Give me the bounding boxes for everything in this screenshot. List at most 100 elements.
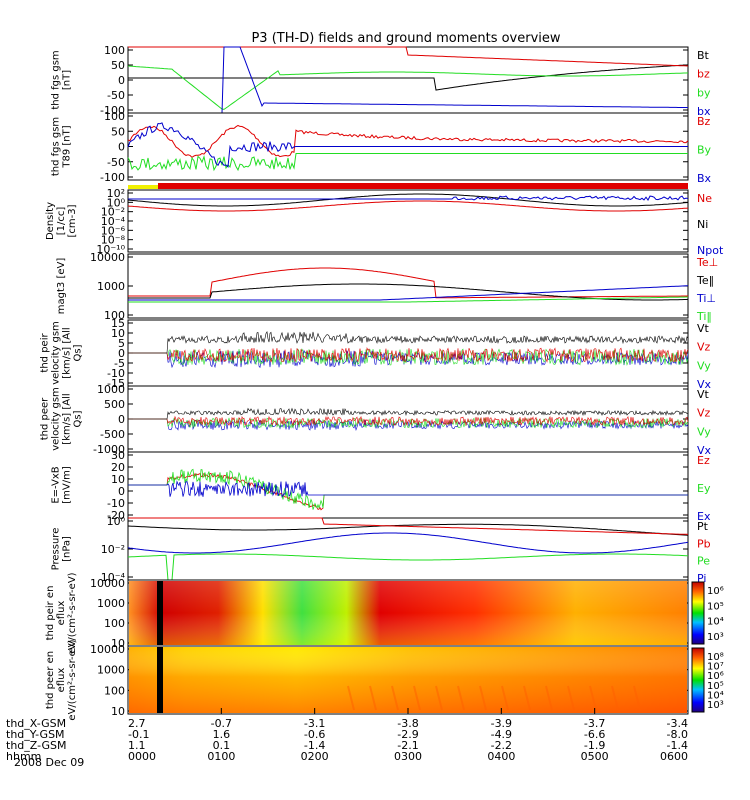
spectrogram-streak bbox=[457, 685, 465, 711]
spectrogram-streak bbox=[413, 685, 421, 711]
data-gap bbox=[157, 581, 163, 645]
y-axis-label: thd fgs gsmT89 [nT] bbox=[51, 117, 73, 176]
series-bx bbox=[128, 46, 689, 114]
series-vt bbox=[128, 331, 689, 354]
series-pt bbox=[127, 523, 689, 536]
series-vy bbox=[128, 348, 689, 366]
legend-Te⊥: Te⊥ bbox=[696, 256, 718, 269]
y-tick-label: -1000 bbox=[93, 443, 125, 456]
ephem-value: -1.9 bbox=[584, 739, 605, 752]
series-bz bbox=[127, 124, 689, 159]
colorbar-label: 10⁴ bbox=[707, 690, 724, 701]
ephem-row-label: thd_Z-GSM bbox=[6, 739, 66, 752]
series-vt bbox=[128, 407, 689, 420]
legend-Vz: Vz bbox=[697, 341, 711, 354]
ephem-value: -0.1 bbox=[128, 728, 149, 741]
y-tick-label: 10⁻⁶ bbox=[101, 224, 126, 237]
colorbar-label: 10⁵ bbox=[707, 681, 724, 692]
colorbar bbox=[691, 647, 705, 713]
y-tick-label: 1000 bbox=[97, 664, 125, 677]
panel-1: 100 50 0 -50 -100 thd fgs gsm[nT] Bt bz by bx bbox=[51, 44, 711, 118]
spectrogram-streak bbox=[501, 685, 509, 711]
status-bar-yellow bbox=[128, 185, 158, 189]
y-tick-label: 10000 bbox=[90, 643, 125, 656]
colorbar-label: 10⁴ bbox=[707, 617, 724, 628]
ephem-value: -3.9 bbox=[491, 717, 512, 730]
ephem-value: -2.1 bbox=[397, 739, 418, 752]
series-ti-par bbox=[128, 296, 688, 303]
legend-Vz: Vz bbox=[697, 407, 711, 420]
ephem-value: -8.0 bbox=[667, 728, 688, 741]
y-tick-label: 100 bbox=[104, 309, 125, 322]
ephem-value: -1.4 bbox=[304, 739, 325, 752]
ephem-value: 0600 bbox=[660, 750, 688, 763]
panel-frame bbox=[127, 253, 689, 319]
y-tick-label: 1000 bbox=[97, 280, 125, 293]
legend-Vx: Vx bbox=[697, 444, 712, 457]
ephem-value: 1.1 bbox=[128, 739, 146, 752]
spectrogram-streak bbox=[611, 685, 619, 711]
y-tick-label: 5 bbox=[118, 337, 125, 350]
ephem-value: -3.1 bbox=[304, 717, 325, 730]
series-bz bbox=[128, 46, 689, 67]
ephem-value: -1.4 bbox=[667, 739, 688, 752]
legend-Ti⊥: Ti⊥ bbox=[696, 292, 716, 305]
y-tick-label: -20 bbox=[107, 509, 125, 522]
y-tick-label: -50 bbox=[107, 89, 125, 102]
ephem-value: -4.9 bbox=[491, 728, 512, 741]
y-tick-label: -5 bbox=[114, 357, 125, 370]
legend-Ex: Ex bbox=[697, 510, 711, 523]
colorbar-label: 10³ bbox=[707, 632, 724, 643]
spectrogram-shade bbox=[129, 647, 687, 713]
y-tick-label: 30 bbox=[111, 449, 125, 462]
legend-bz: bz bbox=[697, 68, 710, 81]
ephem-value: 0300 bbox=[394, 750, 422, 763]
ephem-value: 2.7 bbox=[128, 717, 146, 730]
legend-Bt: Bt bbox=[697, 49, 710, 62]
y-axis-label: Pressure[nPa] bbox=[51, 528, 73, 571]
panel-2: 100 50 0 -50 -100 thd fgs gsmT89 [nT] Bz By Bx bbox=[51, 110, 712, 185]
panel-frame bbox=[127, 319, 689, 387]
ephem-value: -0.6 bbox=[304, 728, 325, 741]
date-label: 2008 Dec 09 bbox=[14, 756, 84, 769]
y-tick-label: 10 bbox=[111, 473, 125, 486]
ephem-value: -3.7 bbox=[584, 717, 605, 730]
y-tick-label: 10⁰ bbox=[107, 196, 126, 209]
ephem-value: -3.4 bbox=[667, 717, 688, 730]
spectrogram bbox=[129, 647, 687, 713]
ephem-value: -2.9 bbox=[397, 728, 418, 741]
y-tick-label: 10 bbox=[111, 637, 125, 650]
series-bt bbox=[128, 64, 689, 91]
ephem-value: -3.8 bbox=[397, 717, 418, 730]
y-tick-label: 100 bbox=[104, 684, 125, 697]
y-tick-label: 0 bbox=[118, 74, 125, 87]
legend-Ni: Ni bbox=[697, 218, 708, 231]
y-tick-label: 10⁻⁸ bbox=[101, 234, 126, 247]
ephem-value: -6.6 bbox=[584, 728, 605, 741]
y-tick-label: 1000 bbox=[97, 597, 125, 610]
panel-9: 10000 1000 100 10 thd peir enefluxeV/(cm²-s-… bbox=[45, 572, 724, 653]
y-tick-label: -15 bbox=[107, 377, 125, 390]
colorbar-label: 10⁵ bbox=[707, 601, 724, 612]
panel-8: 10⁰ 10⁻² 10⁻⁴ Pressure[nPa] Pt Pb Pe Pi bbox=[51, 515, 711, 585]
y-axis-label: E=-VxB[mV/m] bbox=[51, 466, 73, 504]
y-tick-label: 10 bbox=[111, 705, 125, 718]
spectrogram-streak bbox=[391, 685, 399, 711]
y-tick-label: 500 bbox=[104, 398, 125, 411]
legend-Vt: Vt bbox=[697, 322, 710, 335]
spectrogram-streak bbox=[523, 685, 531, 711]
panel-frame bbox=[127, 451, 689, 519]
panel-frame bbox=[127, 46, 689, 114]
y-tick-label: 100 bbox=[104, 110, 125, 123]
series-pe bbox=[127, 553, 689, 581]
legend-Bx: Bx bbox=[697, 172, 712, 185]
legend-Pi: Pi bbox=[697, 572, 706, 585]
y-tick-label: 100 bbox=[104, 617, 125, 630]
y-tick-label: 10⁰ bbox=[107, 515, 126, 528]
spectrogram-streak bbox=[435, 685, 443, 711]
y-tick-label: -10 bbox=[107, 367, 125, 380]
legend-Te‖: Te‖ bbox=[696, 274, 714, 287]
panel-10: 10000 1000 100 10 thd peer enefluxeV/(cm²-s-… bbox=[45, 639, 724, 720]
legend-Vy: Vy bbox=[697, 425, 711, 438]
